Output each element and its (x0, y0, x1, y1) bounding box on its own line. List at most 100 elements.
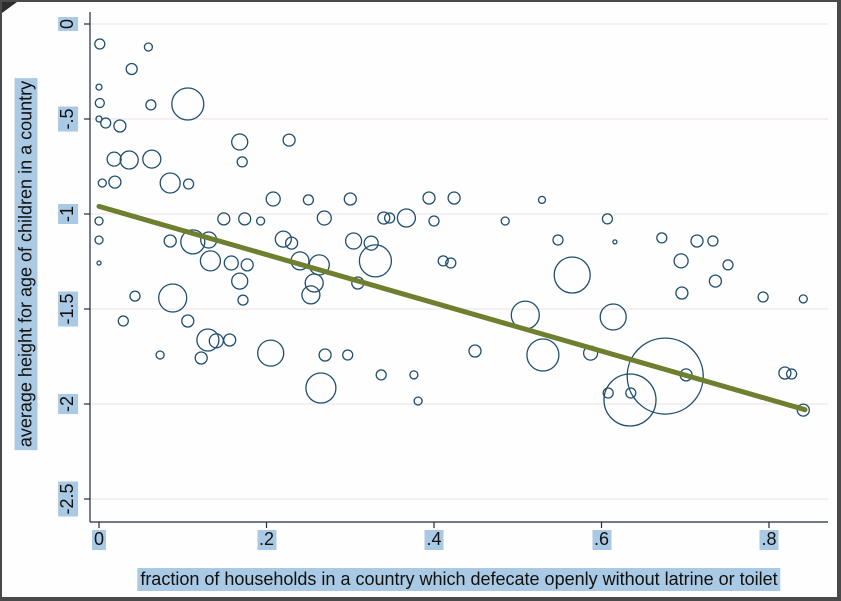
bubble-marker (255, 216, 266, 226)
bubble-marker (526, 338, 560, 372)
bubble-marker (785, 368, 798, 380)
bubble-marker (690, 234, 704, 248)
bubble-marker (97, 178, 107, 188)
bubble-marker (237, 294, 249, 306)
bubble-marker (601, 213, 614, 225)
bubble-marker (358, 244, 393, 278)
bubble-marker (383, 212, 396, 224)
bubble-marker (180, 229, 206, 255)
bubble-marker (257, 339, 285, 367)
bubble-marker (318, 348, 332, 362)
x-axis-label: fraction of households in a country whic… (137, 568, 781, 591)
bubble-marker (94, 38, 106, 50)
bubble-marker (129, 290, 141, 302)
bubble-marker (304, 273, 324, 293)
bubble-marker (316, 210, 332, 226)
bubble-marker (342, 349, 354, 361)
bubble-marker (599, 303, 627, 331)
bubble-marker (199, 250, 222, 272)
bubble-marker (143, 42, 154, 52)
bubble-marker (673, 253, 689, 269)
bubble-marker (625, 387, 637, 399)
bubble-marker (553, 256, 591, 294)
x-axis-tick-label: .4 (424, 529, 444, 550)
bubble-marker (95, 115, 103, 123)
bubble-marker (656, 232, 668, 244)
bubble-marker (113, 119, 127, 133)
bubble-marker (95, 83, 103, 91)
bubble-marker (223, 333, 237, 347)
bubble-marker (182, 178, 195, 190)
bubble-marker (468, 344, 482, 358)
corner-decoration (2, 2, 17, 13)
bubble-marker (223, 255, 239, 271)
bubble-marker (217, 212, 231, 226)
bubble-marker (181, 314, 195, 328)
y-axis-tick-label: -2 (57, 393, 78, 415)
bubble-marker (265, 191, 281, 207)
bubble-marker (396, 208, 417, 228)
bubble-marker (344, 232, 363, 250)
bubble-marker (602, 387, 614, 399)
bubble-marker (343, 192, 357, 206)
x-axis-tick-label: .8 (759, 529, 779, 550)
y-axis-label: average height for age of children in a … (14, 77, 38, 451)
bubble-marker (158, 283, 188, 313)
bubble-marker (163, 234, 177, 248)
bubble-marker (707, 235, 719, 247)
bubble-marker (552, 234, 564, 246)
y-axis-tick-label: 0 (57, 16, 78, 32)
bubble-marker (119, 150, 139, 170)
bubble-marker (363, 235, 379, 251)
bubble-marker (447, 191, 461, 205)
bubble-marker (302, 194, 315, 206)
bubble-marker (626, 337, 704, 415)
bubble-marker (125, 62, 138, 76)
bubble-marker (722, 259, 734, 271)
bubble-marker (284, 236, 299, 250)
bubble-marker (231, 272, 249, 290)
y-axis-tick-label: -.5 (57, 106, 78, 132)
bubble-marker (100, 117, 112, 129)
bubble-marker (236, 156, 248, 168)
bubble-marker (377, 211, 391, 225)
bubble-marker (94, 216, 104, 226)
bubble-marker (301, 285, 321, 305)
bubble-marker (194, 351, 208, 365)
bubble-marker (428, 215, 440, 227)
bubble-marker (196, 328, 220, 352)
bubble-marker (375, 369, 387, 381)
bubble-marker (231, 133, 249, 151)
bubble-marker (117, 315, 129, 327)
bubble-marker (409, 370, 419, 380)
bubble-marker (94, 235, 104, 245)
y-axis-tick-label: -1.5 (57, 291, 78, 327)
bubble-marker (796, 403, 810, 417)
bubble-marker (208, 333, 224, 349)
x-axis-tick-label: 0 (91, 529, 107, 550)
bubble-marker (413, 396, 423, 406)
bubble-marker (675, 286, 689, 300)
trend-line (96, 203, 808, 413)
bubble-marker (142, 149, 162, 169)
bubble-marker (757, 291, 769, 303)
bubble-marker (305, 372, 337, 404)
bubble-marker (159, 172, 181, 194)
bubble-marker (171, 87, 205, 121)
bubble-marker (282, 133, 296, 147)
bubble-marker (445, 257, 457, 269)
bubble-marker (238, 212, 252, 226)
bubble-marker (500, 216, 510, 226)
y-axis-tick-label: -2.5 (57, 481, 78, 517)
bubble-marker (437, 255, 449, 267)
bubble-marker (155, 350, 165, 360)
bubble-marker (798, 294, 808, 304)
bubble-marker (96, 260, 102, 266)
x-axis-tick-label: .2 (256, 529, 277, 550)
bubble-marker (612, 239, 618, 245)
bubble-marker (708, 274, 723, 288)
bubble-marker (603, 373, 657, 427)
x-axis-tick-label: .6 (591, 529, 612, 550)
